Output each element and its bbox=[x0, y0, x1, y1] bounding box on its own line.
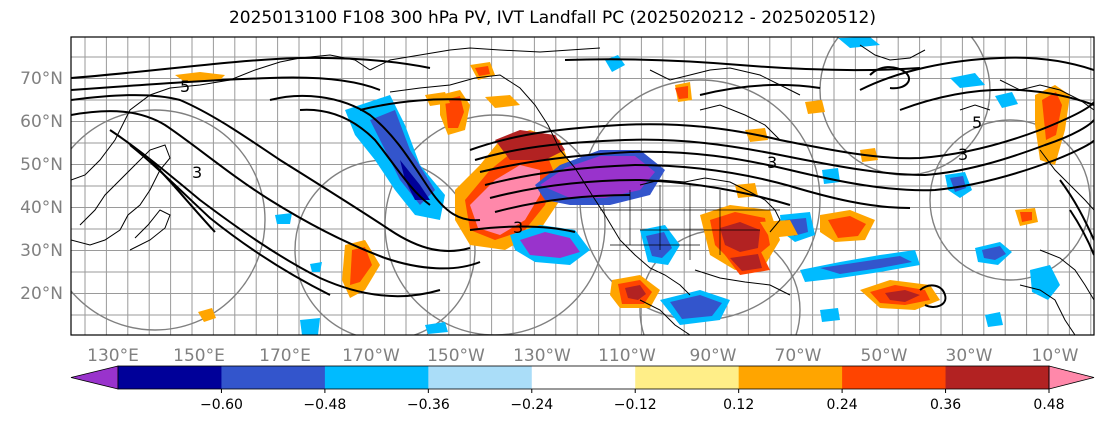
lon-label-150e: 150°E bbox=[173, 346, 225, 366]
colorbar-bin bbox=[221, 366, 326, 389]
colorbar-tick-label: 0.48 bbox=[1033, 397, 1064, 413]
lon-label-10w: 10°W bbox=[1032, 346, 1079, 366]
lat-label-20n: 20°N bbox=[20, 284, 63, 304]
map-frame bbox=[70, 36, 1095, 336]
lat-label-50n: 50°N bbox=[20, 155, 63, 175]
contour-label-4: 5 bbox=[972, 113, 982, 132]
lon-label-70w: 70°W bbox=[775, 346, 822, 366]
longitude-labels: 130°E 150°E 170°E 170°W 150°W 130°W 110°… bbox=[87, 346, 1079, 366]
colorbar-max-extend bbox=[1048, 365, 1095, 390]
colorbar-bin bbox=[324, 366, 429, 389]
lon-label-50w: 50°W bbox=[861, 346, 908, 366]
contour-label-5: 3 bbox=[958, 145, 968, 164]
colorbar: −0.60 −0.48 −0.36 −0.24 −0.12 0.12 0.24 0.36 0.4… bbox=[70, 365, 1095, 413]
latitude-labels: 70°N 60°N 50°N 40°N 30°N 20°N bbox=[20, 69, 63, 304]
colorbar-tick-label: −0.48 bbox=[303, 397, 346, 413]
lat-label-40n: 40°N bbox=[20, 198, 63, 218]
colorbar-tick-label: 0.12 bbox=[723, 397, 754, 413]
colorbar-bin bbox=[945, 366, 1050, 389]
lon-label-130w: 130°W bbox=[513, 346, 571, 366]
colorbar-tick-label: −0.24 bbox=[510, 397, 553, 413]
map-title: 2025013100 F108 300 hPa PV, IVT Landfall… bbox=[228, 8, 876, 28]
contour-label-3: 3 bbox=[767, 153, 777, 172]
lon-label-170w: 170°W bbox=[342, 346, 400, 366]
lat-label-70n: 70°N bbox=[20, 69, 63, 89]
colorbar-min-extend bbox=[70, 365, 119, 390]
contour-label-6: 3 bbox=[192, 163, 202, 182]
colorbar-tick-label: −0.12 bbox=[614, 397, 657, 413]
lon-label-90w: 90°W bbox=[690, 346, 737, 366]
colorbar-bin bbox=[118, 366, 222, 389]
coastlines bbox=[71, 44, 1094, 335]
lon-label-150w: 150°W bbox=[427, 346, 485, 366]
colorbar-tick-label: −0.36 bbox=[407, 397, 450, 413]
lon-label-170e: 170°E bbox=[259, 346, 311, 366]
contour-label-2: 3 bbox=[513, 218, 523, 237]
colorbar-bin bbox=[842, 366, 947, 389]
colorbar-border bbox=[117, 365, 1050, 390]
lat-label-30n: 30°N bbox=[20, 241, 63, 261]
colorbar-tick-label: 0.24 bbox=[827, 397, 858, 413]
lon-label-130e: 130°E bbox=[87, 346, 139, 366]
colorbar-bin bbox=[738, 366, 843, 389]
colorbar-tick-label: −0.60 bbox=[200, 397, 243, 413]
colorbar-tick-label: 0.36 bbox=[930, 397, 961, 413]
contour-label-1: 5 bbox=[180, 77, 190, 96]
colorbar-bin bbox=[531, 366, 636, 389]
colorbar-bin bbox=[428, 366, 533, 389]
colorbar-bin bbox=[635, 366, 740, 389]
lon-label-30w: 30°W bbox=[946, 346, 993, 366]
lon-label-110w: 110°W bbox=[598, 346, 656, 366]
pv-contours bbox=[71, 56, 1094, 308]
political-borders bbox=[600, 185, 780, 260]
lat-label-60n: 60°N bbox=[20, 112, 63, 132]
